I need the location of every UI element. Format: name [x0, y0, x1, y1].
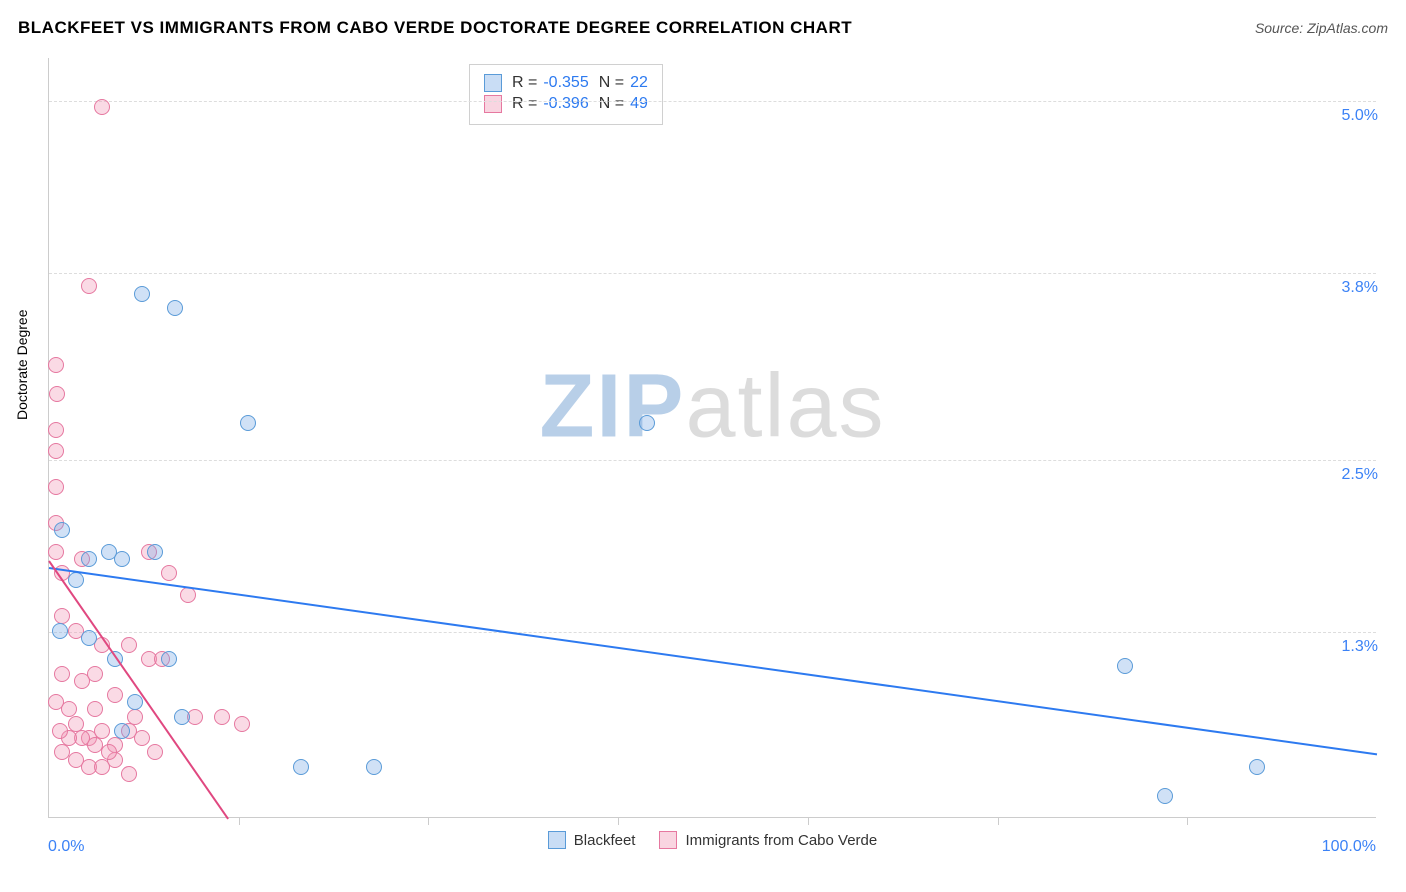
scatter-point	[87, 701, 103, 717]
swatch-blue-icon	[484, 74, 502, 92]
y-gridline-label: 3.8%	[1342, 279, 1378, 297]
scatter-point	[147, 544, 163, 560]
scatter-point	[81, 551, 97, 567]
scatter-point	[127, 694, 143, 710]
source-value: ZipAtlas.com	[1307, 20, 1388, 36]
scatter-point	[240, 415, 256, 431]
y-gridline-label: 5.0%	[1342, 107, 1378, 125]
stats-r-blackfeet: R = -0.355	[512, 74, 589, 92]
scatter-point	[639, 415, 655, 431]
x-tick	[428, 817, 429, 825]
y-gridline-label: 1.3%	[1342, 638, 1378, 656]
scatter-point	[94, 99, 110, 115]
trend-line	[48, 560, 229, 819]
scatter-point	[214, 709, 230, 725]
stats-n-caboverde: N = 49	[599, 95, 648, 113]
source-label: Source:	[1255, 20, 1307, 36]
scatter-point	[107, 687, 123, 703]
scatter-point	[48, 479, 64, 495]
scatter-point	[48, 357, 64, 373]
x-tick	[239, 817, 240, 825]
x-tick	[808, 817, 809, 825]
scatter-point	[87, 666, 103, 682]
legend-bottom: Blackfeet Immigrants from Cabo Verde	[49, 831, 1376, 849]
gridline	[49, 460, 1376, 461]
legend-swatch-pink-icon	[659, 831, 677, 849]
scatter-point	[68, 572, 84, 588]
chart-source: Source: ZipAtlas.com	[1255, 20, 1388, 36]
scatter-point	[48, 422, 64, 438]
legend-label-caboverde: Immigrants from Cabo Verde	[685, 832, 877, 849]
scatter-point	[81, 630, 97, 646]
watermark-zip: ZIP	[539, 357, 685, 457]
scatter-point	[81, 278, 97, 294]
legend-item-blackfeet: Blackfeet	[548, 831, 636, 849]
scatter-point	[121, 766, 137, 782]
scatter-point	[366, 759, 382, 775]
scatter-point	[174, 709, 190, 725]
scatter-point	[54, 522, 70, 538]
scatter-point	[1249, 759, 1265, 775]
scatter-point	[52, 723, 68, 739]
scatter-point	[293, 759, 309, 775]
scatter-plot: ZIPatlas R = -0.355 N = 22 R = -0.396 N …	[48, 58, 1376, 818]
gridline	[49, 632, 1376, 633]
legend-item-caboverde: Immigrants from Cabo Verde	[659, 831, 877, 849]
x-tick	[1187, 817, 1188, 825]
gridline	[49, 273, 1376, 274]
gridline	[49, 101, 1376, 102]
scatter-point	[161, 565, 177, 581]
legend-label-blackfeet: Blackfeet	[574, 832, 636, 849]
stats-r-caboverde: R = -0.396	[512, 95, 589, 113]
swatch-pink-icon	[484, 95, 502, 113]
x-min-label: 0.0%	[48, 838, 84, 856]
scatter-point	[234, 716, 250, 732]
x-tick	[618, 817, 619, 825]
stats-row-caboverde: R = -0.396 N = 49	[484, 95, 648, 113]
scatter-point	[147, 744, 163, 760]
scatter-point	[101, 744, 117, 760]
scatter-point	[127, 709, 143, 725]
scatter-point	[114, 551, 130, 567]
scatter-point	[121, 637, 137, 653]
scatter-point	[161, 651, 177, 667]
scatter-point	[54, 666, 70, 682]
watermark-atlas: atlas	[685, 357, 885, 457]
scatter-point	[134, 286, 150, 302]
chart-title: BLACKFEET VS IMMIGRANTS FROM CABO VERDE …	[18, 18, 852, 38]
scatter-point	[167, 300, 183, 316]
stats-n-blackfeet: N = 22	[599, 74, 648, 92]
correlation-stats-box: R = -0.355 N = 22 R = -0.396 N = 49	[469, 64, 663, 125]
scatter-point	[1157, 788, 1173, 804]
stats-row-blackfeet: R = -0.355 N = 22	[484, 74, 648, 92]
legend-swatch-blue-icon	[548, 831, 566, 849]
scatter-point	[52, 623, 68, 639]
scatter-point	[134, 730, 150, 746]
y-gridline-label: 2.5%	[1342, 466, 1378, 484]
scatter-point	[49, 386, 65, 402]
x-tick	[998, 817, 999, 825]
watermark-text: ZIPatlas	[539, 356, 885, 459]
scatter-point	[114, 723, 130, 739]
x-max-label: 100.0%	[1322, 838, 1376, 856]
chart-header: BLACKFEET VS IMMIGRANTS FROM CABO VERDE …	[18, 18, 1388, 38]
scatter-point	[48, 443, 64, 459]
scatter-point	[1117, 658, 1133, 674]
y-axis-label: Doctorate Degree	[14, 309, 30, 420]
scatter-point	[48, 544, 64, 560]
